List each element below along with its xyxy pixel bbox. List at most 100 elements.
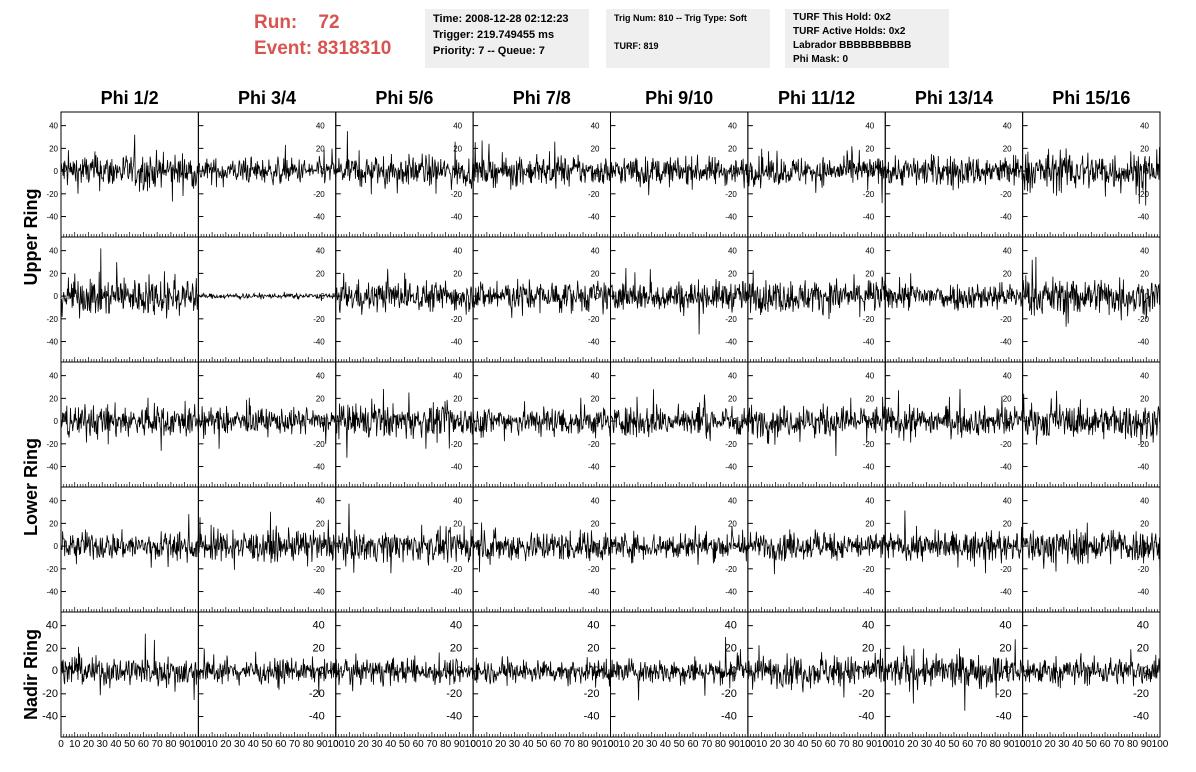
y-tick-label-3-1-20: 20 bbox=[49, 519, 58, 528]
x-tick-label-5-30: 30 bbox=[646, 739, 658, 750]
waveform-trace-2-8 bbox=[1022, 390, 1161, 445]
y-tick-label-4-1-40: 40 bbox=[46, 620, 58, 632]
y-tick-label-4-2-20: 20 bbox=[313, 642, 325, 654]
column-title-8: Phi 15/16 bbox=[1052, 88, 1130, 108]
y-tick-label-4-7-20: 20 bbox=[999, 642, 1011, 654]
waveform-trace-3-5 bbox=[610, 525, 749, 565]
x-tick-label-3-20: 20 bbox=[358, 739, 370, 750]
x-tick-label-8-10: 10 bbox=[1031, 739, 1043, 750]
x-tick-label-6-0: 0 bbox=[745, 739, 751, 750]
y-tick-label-1-7-20: 20 bbox=[1003, 269, 1012, 278]
y-tick-label-0-4-40: 40 bbox=[591, 122, 600, 131]
x-tick-label-4-50: 50 bbox=[536, 739, 548, 750]
y-tick-label-0-1-40: 40 bbox=[49, 122, 58, 131]
x-tick-label-7-80: 80 bbox=[990, 739, 1002, 750]
waveform-trace-2-5 bbox=[610, 389, 749, 442]
y-tick-label-4-8--40: -40 bbox=[1133, 711, 1149, 723]
waveform-trace-3-1 bbox=[60, 514, 199, 568]
y-tick-label-3-3-20: 20 bbox=[453, 519, 462, 528]
y-tick-label-3-4--20: -20 bbox=[588, 565, 600, 574]
y-tick-label-2-1--20: -20 bbox=[46, 440, 58, 449]
y-tick-label-3-8-40: 40 bbox=[1140, 497, 1149, 506]
x-tick-label-8-40: 40 bbox=[1072, 739, 1084, 750]
y-tick-label-1-8--20: -20 bbox=[1137, 315, 1149, 324]
y-tick-label-3-4--40: -40 bbox=[588, 588, 600, 597]
x-tick-label-6-80: 80 bbox=[852, 739, 864, 750]
y-tick-label-3-5--20: -20 bbox=[725, 565, 737, 574]
x-tick-label-4-40: 40 bbox=[523, 739, 535, 750]
turf-active-holds-text: TURF Active Holds: 0x2 bbox=[793, 26, 906, 37]
x-tick-label-4-30: 30 bbox=[509, 739, 521, 750]
y-tick-label-3-8--40: -40 bbox=[1137, 588, 1149, 597]
waveform-trace-2-2 bbox=[198, 397, 337, 449]
event-label: Event: bbox=[254, 38, 313, 59]
y-tick-label-2-2--40: -40 bbox=[313, 463, 325, 472]
y-tick-label-4-6--20: -20 bbox=[858, 688, 874, 700]
y-tick-label-0-2-20: 20 bbox=[316, 144, 325, 153]
trig-info-box: Trig Num: 810 -- Trig Type: Soft TURF: 8… bbox=[606, 9, 770, 68]
event-row: Event: 8318310 bbox=[254, 36, 391, 62]
waveform-trace-3-4 bbox=[472, 522, 611, 573]
y-tick-label-2-7--20: -20 bbox=[1000, 440, 1012, 449]
waveform-trace-0-2 bbox=[198, 144, 337, 188]
y-tick-label-1-1-0: 0 bbox=[54, 292, 59, 301]
y-tick-label-2-2-20: 20 bbox=[316, 394, 325, 403]
turf-this-hold-text: TURF This Hold: 0x2 bbox=[793, 12, 891, 23]
x-tick-label-2-70: 70 bbox=[289, 739, 301, 750]
x-tick-label-8-100: 100 bbox=[1152, 739, 1169, 750]
y-tick-label-1-8-20: 20 bbox=[1140, 269, 1149, 278]
x-tick-label-8-70: 70 bbox=[1113, 739, 1125, 750]
time-text: Time: 2008-12-28 02:12:23 bbox=[433, 13, 569, 25]
y-tick-label-2-6-20: 20 bbox=[865, 394, 874, 403]
y-tick-label-2-5--40: -40 bbox=[725, 463, 737, 472]
column-title-1: Phi 1/2 bbox=[101, 88, 159, 108]
x-tick-label-7-100: 100 bbox=[1014, 739, 1031, 750]
waveform-trace-0-1 bbox=[60, 134, 199, 202]
y-tick-label-3-6-20: 20 bbox=[865, 519, 874, 528]
y-tick-label-1-2-0: 0 bbox=[320, 292, 325, 301]
y-tick-label-0-8--20: -20 bbox=[1137, 190, 1149, 199]
y-tick-label-2-4-20: 20 bbox=[591, 394, 600, 403]
y-tick-label-4-1--20: -20 bbox=[42, 688, 58, 700]
x-tick-label-6-90: 90 bbox=[866, 739, 878, 750]
y-tick-label-4-4--40: -40 bbox=[584, 711, 600, 723]
y-tick-label-1-1-20: 20 bbox=[49, 269, 58, 278]
ring-label-nadir-ring: Nadir Ring bbox=[21, 629, 41, 720]
waveform-trace-3-6 bbox=[747, 529, 886, 575]
x-tick-label-3-70: 70 bbox=[426, 739, 438, 750]
x-tick-label-8-90: 90 bbox=[1141, 739, 1153, 750]
y-tick-label-2-8--40: -40 bbox=[1137, 463, 1149, 472]
x-tick-label-8-60: 60 bbox=[1099, 739, 1111, 750]
y-tick-label-3-4-40: 40 bbox=[591, 497, 600, 506]
y-tick-label-2-5-20: 20 bbox=[728, 394, 737, 403]
x-tick-label-2-0: 0 bbox=[196, 739, 202, 750]
y-tick-label-1-7--40: -40 bbox=[1000, 338, 1012, 347]
y-tick-label-0-4-20: 20 bbox=[591, 144, 600, 153]
y-tick-label-2-6--20: -20 bbox=[863, 440, 875, 449]
waveform-trace-2-6 bbox=[747, 396, 886, 457]
x-tick-label-6-20: 20 bbox=[770, 739, 782, 750]
y-tick-label-1-6-40: 40 bbox=[865, 247, 874, 256]
x-tick-label-7-40: 40 bbox=[935, 739, 947, 750]
x-tick-label-5-50: 50 bbox=[674, 739, 686, 750]
y-tick-label-3-5--40: -40 bbox=[725, 588, 737, 597]
x-tick-label-3-90: 90 bbox=[454, 739, 466, 750]
x-tick-label-6-100: 100 bbox=[877, 739, 894, 750]
y-tick-label-2-8-0: 0 bbox=[1145, 417, 1150, 426]
x-tick-label-8-50: 50 bbox=[1086, 739, 1098, 750]
ring-label-lower-ring: Lower Ring bbox=[21, 438, 41, 536]
waveform-trace-4-6 bbox=[747, 645, 886, 698]
waveform-trace-0-3 bbox=[335, 131, 474, 195]
y-tick-label-3-1-40: 40 bbox=[49, 497, 58, 506]
y-tick-label-3-5-40: 40 bbox=[728, 497, 737, 506]
y-tick-label-2-3--40: -40 bbox=[451, 463, 463, 472]
y-tick-label-0-1--40: -40 bbox=[46, 213, 58, 222]
x-tick-label-6-70: 70 bbox=[838, 739, 850, 750]
x-tick-label-3-100: 100 bbox=[465, 739, 482, 750]
y-tick-label-2-1-20: 20 bbox=[49, 394, 58, 403]
y-tick-label-0-6--40: -40 bbox=[863, 213, 875, 222]
x-tick-label-2-80: 80 bbox=[303, 739, 315, 750]
ring-label-upper-ring: Upper Ring bbox=[21, 189, 41, 286]
y-tick-label-4-1-20: 20 bbox=[46, 642, 58, 654]
x-tick-label-4-90: 90 bbox=[591, 739, 603, 750]
